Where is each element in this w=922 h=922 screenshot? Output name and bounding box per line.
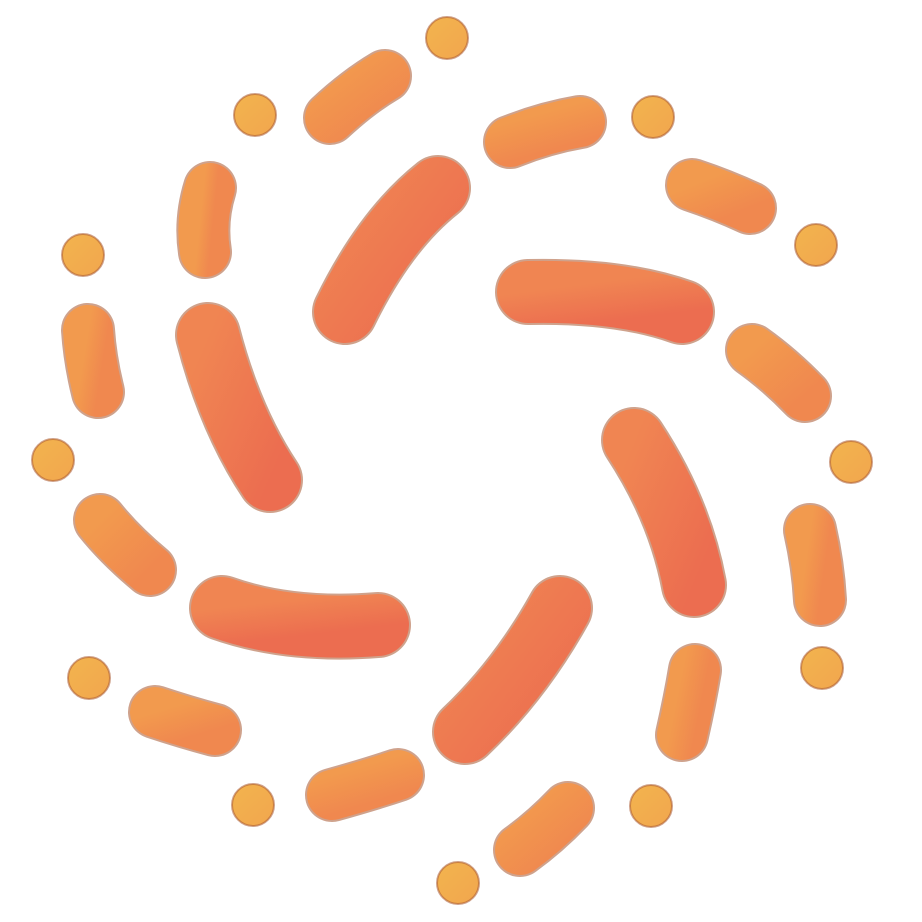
outer-dot-3 bbox=[794, 223, 838, 267]
outer-dot-1 bbox=[425, 16, 469, 60]
outer-dot-10 bbox=[31, 438, 75, 482]
middle-capsule-1 bbox=[178, 163, 235, 277]
outer-dot-9 bbox=[67, 656, 111, 700]
middle-capsule-10 bbox=[75, 495, 175, 595]
outer-dot-6 bbox=[629, 784, 673, 828]
outer-dot-12 bbox=[233, 93, 277, 137]
inner-arc-1 bbox=[314, 157, 469, 343]
middle-capsule-3 bbox=[667, 160, 775, 233]
inner-arc-3 bbox=[603, 409, 725, 616]
middle-capsule-9 bbox=[130, 687, 240, 755]
inner-arc-6 bbox=[177, 304, 301, 511]
outer-dot-11 bbox=[61, 233, 105, 277]
outer-dot-2 bbox=[631, 95, 675, 139]
middle-capsule-8 bbox=[307, 750, 423, 820]
outer-dot-8 bbox=[231, 783, 275, 827]
middle-capsule-6 bbox=[657, 645, 720, 760]
middle-capsule-5 bbox=[785, 505, 845, 625]
inner-arc-2 bbox=[497, 260, 713, 343]
inner-arc-5 bbox=[191, 577, 409, 658]
outer-dot-7 bbox=[436, 861, 480, 905]
inner-arc-4 bbox=[434, 577, 591, 763]
middle-capsule-2 bbox=[485, 97, 605, 167]
outer-dot-4 bbox=[829, 440, 873, 484]
middle-capsule-11 bbox=[63, 305, 123, 417]
outer-dot-5 bbox=[800, 646, 844, 690]
middle-capsule-7 bbox=[495, 783, 593, 875]
middle-capsule-4 bbox=[727, 325, 830, 421]
middle-capsule-12 bbox=[305, 51, 410, 143]
